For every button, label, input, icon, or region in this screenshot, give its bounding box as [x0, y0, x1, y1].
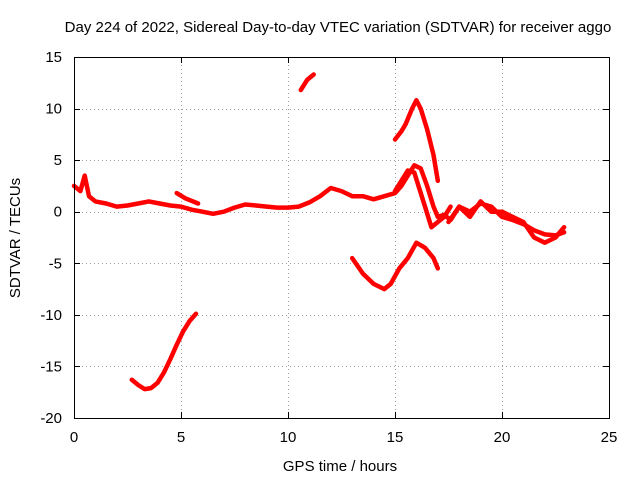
- x-tick-label: 5: [177, 429, 185, 446]
- axis-ticks: 0 5 10 15 20 25 15 10 5 0 -5 -10 -15 -20: [40, 49, 617, 446]
- x-axis-label: GPS time / hours: [283, 458, 397, 475]
- series-late-parallel-trace: [446, 199, 567, 245]
- x-tick-label: 25: [601, 429, 618, 446]
- series-morning-segment: [174, 190, 201, 206]
- y-tick-label: 10: [45, 101, 62, 118]
- y-tick-label: 5: [54, 152, 62, 169]
- grid: [74, 57, 609, 418]
- series-main-trace: [71, 163, 567, 238]
- y-tick-label: -15: [40, 358, 62, 375]
- y-axis-label: SDTVAR / TECUs: [7, 178, 24, 298]
- y-tick-label: 15: [45, 49, 62, 66]
- plot-area: [71, 72, 567, 392]
- series-low-segment: [129, 311, 199, 392]
- y-tick-label: -10: [40, 307, 62, 324]
- plot-frame: [74, 57, 610, 419]
- x-tick-label: 10: [280, 429, 297, 446]
- x-tick-label: 15: [387, 429, 404, 446]
- x-tick-label: 20: [494, 429, 511, 446]
- series-dip-segment: [349, 240, 441, 292]
- y-tick-label: 0: [54, 204, 62, 221]
- y-tick-label: -20: [40, 410, 62, 427]
- chart-title: Day 224 of 2022, Sidereal Day-to-day VTE…: [65, 19, 612, 36]
- series-upper-segment: [298, 72, 316, 93]
- series-peak-segment: [392, 98, 441, 184]
- series-evening-branch: [392, 168, 453, 230]
- y-tick-label: -5: [49, 255, 62, 272]
- x-tick-label: 0: [70, 429, 78, 446]
